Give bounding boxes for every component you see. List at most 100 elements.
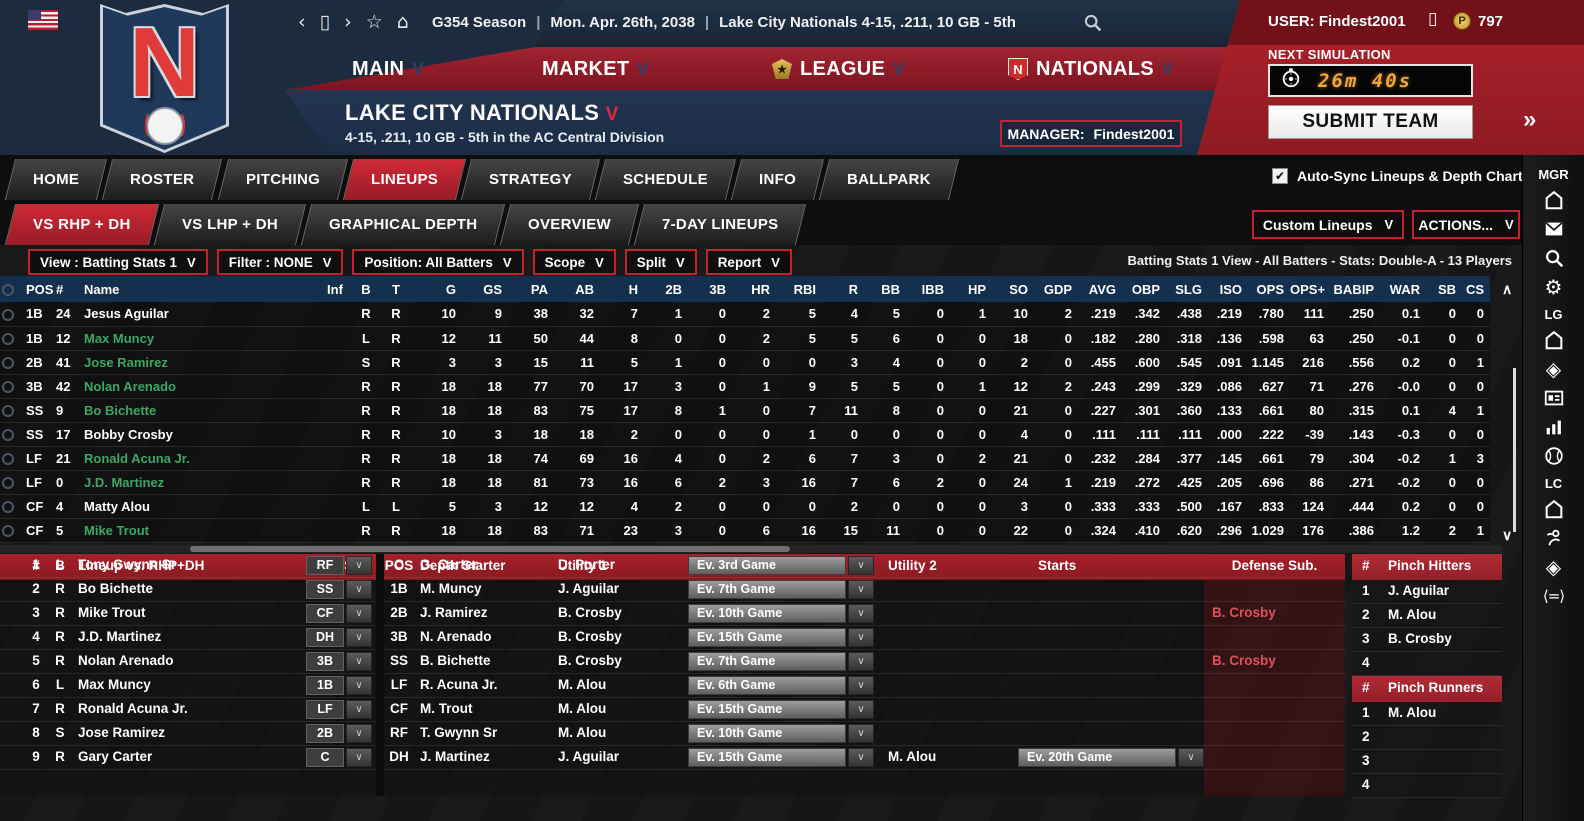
tab-ballpark[interactable]: BALLPARK (818, 159, 959, 200)
starts-select[interactable]: Ev. 10th Game (688, 724, 846, 743)
home-icon[interactable]: ⌂ (396, 11, 409, 33)
row-radio[interactable] (0, 326, 22, 351)
starts-select[interactable]: Ev. 10th Game (688, 604, 846, 623)
filter-dropdown-scope[interactable]: Scope (532, 249, 616, 275)
col-header-t[interactable]: T (382, 276, 416, 302)
tab-info[interactable]: INFO (730, 159, 824, 200)
filter-dropdown-filter[interactable]: Filter : NONE (216, 249, 344, 275)
row-radio[interactable] (0, 422, 22, 447)
col-header-pos[interactable]: POS (22, 276, 53, 302)
manager-badge[interactable]: MANAGER: Findest2001 (1000, 120, 1182, 147)
subtab-7-day-lineups[interactable]: 7-DAY LINEUPS (633, 204, 807, 245)
col-header-war[interactable]: WAR (1380, 276, 1426, 302)
col-header-pa[interactable]: PA (508, 276, 554, 302)
tab-strategy[interactable]: STRATEGY (460, 159, 600, 200)
position-select[interactable]: RF (306, 556, 344, 575)
horizontal-scrollbar-thumb[interactable] (190, 546, 790, 552)
chevron-down-icon[interactable] (606, 104, 619, 125)
pinch-hitter-row[interactable]: 2 M. Alou (1352, 604, 1502, 628)
stats-row[interactable]: LF 21 Ronald Acuna Jr. R R 18 18 74 69 16 4 0 2 6 7 3 0 2… (0, 446, 1490, 471)
col-header-3b[interactable]: 3B (688, 276, 732, 302)
position-select-arrow[interactable] (346, 604, 372, 623)
starts-select[interactable]: Ev. 3rd Game (688, 556, 846, 575)
col-header-obp[interactable]: OBP (1122, 276, 1166, 302)
col-header-rbi[interactable]: RBI (776, 276, 822, 302)
forward-icon[interactable]: › (344, 11, 352, 33)
row-radio[interactable] (0, 470, 22, 495)
home-icon[interactable] (1543, 494, 1565, 523)
starts-select[interactable]: Ev. 15th Game (688, 700, 846, 719)
col-header-hr[interactable]: HR (732, 276, 776, 302)
autosync-checkbox[interactable]: Auto-Sync Lineups & Depth Charts (1272, 168, 1530, 184)
starts-select-arrow[interactable] (848, 628, 874, 647)
tab-roster[interactable]: ROSTER (102, 159, 223, 200)
position-select[interactable]: SS (306, 580, 344, 599)
scroll-up-arrow[interactable]: ∧ (1502, 281, 1513, 297)
pinch-hitter-row[interactable]: 1 J. Aguilar (1352, 580, 1502, 604)
stats-row[interactable]: 3B 42 Nolan Arenado R R 18 18 77 70 17 3 0 1 9 5 5 0 1 12 2… (0, 374, 1490, 399)
col-header-gs[interactable]: GS (462, 276, 508, 302)
starts-select-arrow[interactable] (848, 604, 874, 623)
position-select[interactable]: 2B (306, 724, 344, 743)
back-icon[interactable]: ‹ (298, 11, 306, 33)
stats-row[interactable]: CF 5 Mike Trout R R 18 18 83 71 23 3 0 6 16 15 11 0 0 22 0.… (0, 518, 1490, 543)
position-select[interactable]: DH (306, 628, 344, 647)
target-icon[interactable]: ◈ (1545, 554, 1562, 579)
col-header-slg[interactable]: SLG (1166, 276, 1208, 302)
row-radio[interactable] (0, 446, 22, 471)
checkbox-icon[interactable] (1272, 168, 1288, 184)
pinch-runner-row[interactable]: 3 (1352, 750, 1502, 774)
col-header-ab[interactable]: AB (554, 276, 600, 302)
target-icon[interactable]: ◈ (1545, 356, 1562, 381)
mail-icon[interactable] (1543, 214, 1565, 243)
horizontal-scrollbar[interactable] (0, 545, 1502, 553)
col-header-h[interactable]: H (600, 276, 644, 302)
filter-dropdown-split[interactable]: Split (624, 249, 697, 275)
pinch-runner-row[interactable]: 2 (1352, 726, 1502, 750)
col-header-[interactable]: # (52, 276, 80, 302)
pinch-runner-row[interactable]: 4 (1352, 774, 1502, 798)
position-select[interactable]: 1B (306, 676, 344, 695)
subtab-graphical-depth[interactable]: GRAPHICAL DEPTH (300, 204, 506, 245)
position-select-arrow[interactable] (346, 676, 372, 695)
col-header-ops+[interactable]: OPS+ (1290, 276, 1330, 302)
card-icon[interactable] (1543, 383, 1565, 412)
stats-row[interactable]: 2B 41 Jose Ramirez S R 3 3 15 11 5 1 0 0 0 3 4 0 0 2 0.455.… (0, 350, 1490, 375)
col-header-cs[interactable]: CS (1462, 276, 1490, 302)
search-icon[interactable] (1082, 12, 1103, 38)
pinch-hitter-row[interactable]: 4 (1352, 652, 1502, 676)
home-icon[interactable] (1543, 185, 1565, 214)
position-select-arrow[interactable] (346, 748, 372, 767)
col-header-iso[interactable]: ISO (1208, 276, 1248, 302)
stats-row[interactable]: LF 0 J.D. Martinez R R 18 18 81 73 16 6 2 3 16 7 6 2 0 24 1… (0, 470, 1490, 495)
subtab-vs-rhp-dh[interactable]: VS RHP + DH (4, 204, 159, 245)
chart-icon[interactable] (1543, 412, 1565, 441)
position-select[interactable]: CF (306, 604, 344, 623)
search-icon[interactable] (1543, 243, 1565, 272)
col-header-hp[interactable]: HP (950, 276, 992, 302)
starts-select-arrow[interactable] (848, 724, 874, 743)
scroll-down-arrow[interactable]: ∨ (1502, 527, 1513, 543)
starts-select[interactable]: Ev. 15th Game (688, 628, 846, 647)
nav-item-nationals[interactable]: N NATIONALS (1008, 55, 1173, 83)
col-header-2b[interactable]: 2B (644, 276, 688, 302)
stats-row[interactable]: CF 4 Matty Alou L L 5 3 12 12 4 2 0 0 0 2 0 0 0 3 0.333.333… (0, 494, 1490, 519)
col-header-bb[interactable]: BB (864, 276, 906, 302)
col-header-ops[interactable]: OPS (1248, 276, 1290, 302)
starts-select[interactable]: Ev. 15th Game (688, 748, 846, 767)
starts-select-arrow[interactable] (848, 580, 874, 599)
nav-item-main[interactable]: MAIN (352, 55, 424, 83)
starts-select-arrow[interactable] (848, 556, 874, 575)
position-select-arrow[interactable] (346, 628, 372, 647)
star-icon[interactable]: ☆ (365, 11, 383, 33)
compare-icon[interactable]: ⟨=⟩ (1542, 586, 1565, 605)
starts-select[interactable]: Ev. 6th Game (688, 676, 846, 695)
tab-pitching[interactable]: PITCHING (217, 159, 348, 200)
subtab-overview[interactable]: OVERVIEW (499, 204, 640, 245)
tab-home[interactable]: HOME (4, 159, 108, 200)
position-select[interactable]: LF (306, 700, 344, 719)
window-icon[interactable]: ▯ (1428, 9, 1438, 29)
col-header-r[interactable]: R (822, 276, 864, 302)
starts2-select[interactable]: Ev. 20th Game (1018, 748, 1176, 767)
nav-item-league[interactable]: ★ LEAGUE (772, 55, 904, 83)
